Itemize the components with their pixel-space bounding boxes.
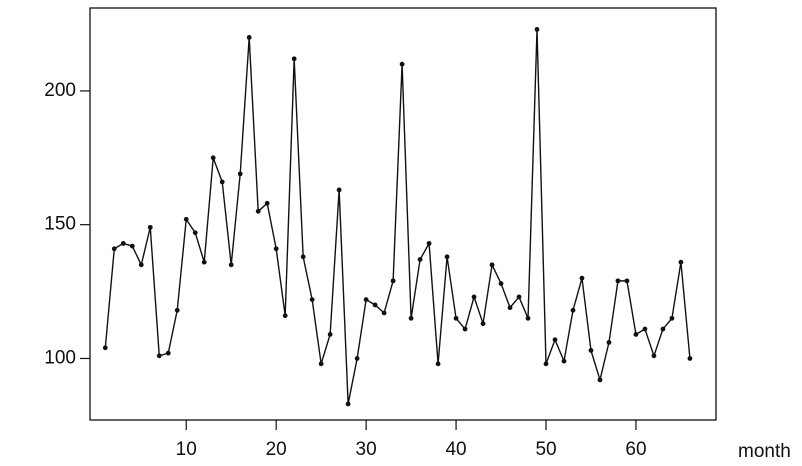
data-point [318, 361, 324, 367]
data-point [210, 155, 216, 161]
data-point [561, 358, 567, 364]
data-point [201, 259, 207, 265]
data-point [273, 246, 279, 252]
data-point [192, 230, 198, 236]
data-point [147, 224, 153, 230]
data-point [282, 313, 288, 319]
data-point [390, 278, 396, 284]
data-point [237, 171, 243, 177]
data-point [381, 310, 387, 316]
data-point [255, 208, 261, 214]
data-point [111, 246, 117, 252]
data-point [408, 315, 414, 321]
x-tick-label: 20 [266, 439, 287, 460]
x-tick-label: 60 [625, 439, 646, 460]
data-point [633, 331, 639, 337]
data-point [363, 297, 369, 303]
x-tick-label: 10 [176, 439, 197, 460]
data-point [129, 243, 135, 249]
x-tick-label: 40 [445, 439, 466, 460]
data-point [471, 294, 477, 300]
data-point [354, 356, 360, 361]
x-axis-label: month [738, 441, 791, 462]
data-point [516, 294, 522, 300]
data-point [597, 377, 603, 383]
data-point [174, 307, 180, 313]
x-tick-label: 30 [356, 439, 377, 460]
y-tick-label: 200 [44, 80, 76, 101]
data-point [678, 259, 684, 265]
data-point [444, 254, 450, 260]
data-point [552, 337, 558, 343]
data-point [219, 179, 225, 185]
data-point [300, 254, 306, 260]
y-tick-label: 150 [44, 214, 76, 235]
data-point [426, 241, 432, 246]
data-point [669, 315, 675, 321]
data-point [579, 275, 585, 281]
data-point [327, 331, 333, 337]
data-point [120, 241, 126, 246]
data-point [453, 315, 459, 321]
data-point [588, 348, 594, 353]
data-point [165, 350, 171, 356]
x-tick-label: 50 [535, 439, 556, 460]
data-point [336, 187, 342, 193]
data-point [498, 281, 504, 286]
data-point [651, 353, 657, 359]
data-point [462, 326, 468, 332]
data-point [525, 315, 531, 321]
data-point [687, 356, 693, 361]
data-point [417, 257, 423, 262]
data-point [534, 27, 540, 32]
data-point [246, 35, 252, 40]
data-point [570, 307, 576, 313]
plot-frame [89, 7, 717, 421]
data-point [183, 216, 189, 222]
data-point [291, 56, 297, 62]
data-point [615, 278, 621, 284]
data-point [543, 361, 549, 367]
data-point [624, 278, 630, 284]
data-point [309, 297, 315, 303]
data-point [480, 321, 486, 327]
data-point [156, 353, 162, 359]
data-point [102, 345, 108, 351]
data-point [660, 326, 666, 332]
data-point [606, 340, 612, 345]
data-point [399, 61, 405, 67]
data-point [507, 305, 513, 311]
data-point [372, 302, 378, 308]
data-point [228, 262, 234, 268]
data-point [345, 401, 351, 407]
data-point [489, 262, 495, 268]
data-point [642, 326, 648, 332]
data-point [138, 262, 144, 268]
y-tick-label: 100 [44, 347, 76, 368]
series-line [104, 29, 691, 405]
data-point [435, 361, 441, 367]
data-point [264, 200, 270, 206]
